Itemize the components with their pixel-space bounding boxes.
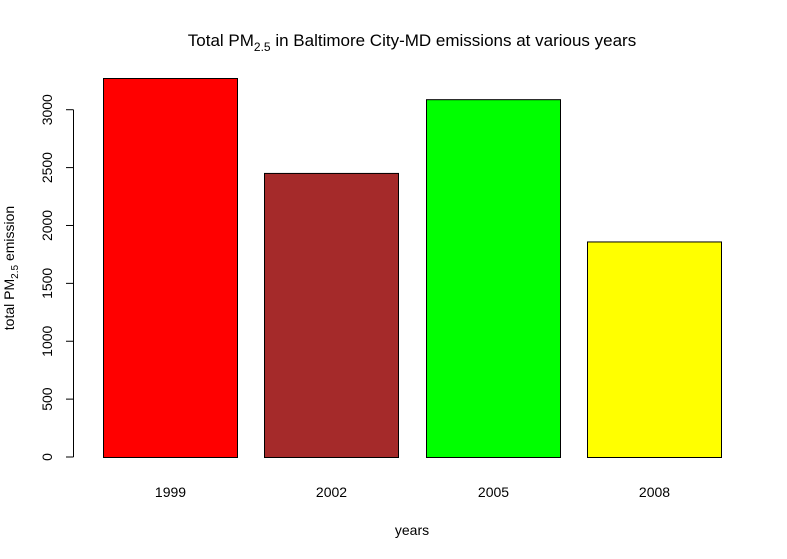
- bars-group: [103, 78, 722, 459]
- bar-2005: [426, 99, 561, 459]
- x-tick-label-2005: 2005: [478, 484, 509, 500]
- chart-title-suffix: in Baltimore City-MD emissions at variou…: [271, 31, 637, 50]
- y-axis: 0 500 1000 1500 2000 2500 3000: [39, 94, 74, 461]
- y-tick-label-2000: 2000: [39, 210, 55, 241]
- y-axis-label-subscript: 2.5: [10, 265, 21, 279]
- x-tick-labels: 1999 2002 2005 2008: [155, 484, 670, 500]
- bar-2002: [264, 172, 399, 458]
- chart-title-prefix: Total PM: [188, 31, 254, 50]
- x-axis-label: years: [395, 522, 429, 538]
- y-axis-label: total PM2.5 emission: [1, 206, 21, 330]
- chart-title: Total PM2.5 in Baltimore City-MD emissio…: [188, 31, 636, 54]
- y-tick-label-2500: 2500: [39, 152, 55, 183]
- x-tick-label-2002: 2002: [316, 484, 347, 500]
- y-tick-label-1000: 1000: [39, 325, 55, 356]
- x-tick-label-2008: 2008: [639, 484, 670, 500]
- y-tick-label-500: 500: [39, 387, 55, 411]
- x-tick-label-1999: 1999: [155, 484, 186, 500]
- y-tick-label-1500: 1500: [39, 268, 55, 299]
- y-axis-label-suffix: emission: [1, 206, 17, 265]
- y-tick-label-0: 0: [39, 453, 55, 461]
- bar-2008: [587, 241, 722, 458]
- chart-title-subscript: 2.5: [254, 40, 271, 54]
- y-tick-label-3000: 3000: [39, 94, 55, 125]
- bar-1999: [103, 78, 238, 458]
- y-axis-label-prefix: total PM: [1, 279, 17, 330]
